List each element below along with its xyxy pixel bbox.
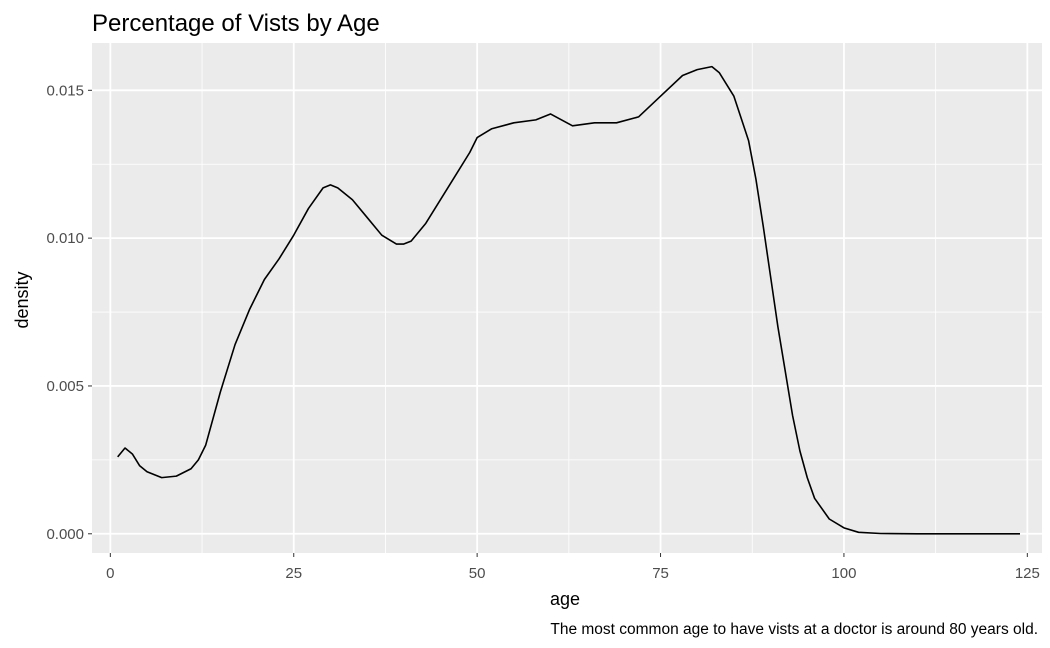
y-axis-title: density [12,271,32,328]
x-tick-label: 0 [106,565,114,582]
x-tick-label: 25 [285,565,302,582]
x-axis-title: age [550,589,580,609]
plot-panel [92,43,1042,553]
x-tick-label: 100 [831,565,856,582]
chart-caption: The most common age to have vists at a d… [550,621,1038,638]
y-tick-label: 0.010 [46,230,84,247]
y-tick-label: 0.015 [46,82,84,99]
x-axis: 0 25 50 75 100 125 [106,553,1040,582]
x-tick-label: 50 [469,565,486,582]
panel-background [92,43,1042,553]
chart-title: Percentage of Vists by Age [92,10,380,37]
x-tick-label: 125 [1015,565,1040,582]
x-tick-label: 75 [652,565,669,582]
y-axis: 0.000 0.005 0.010 0.015 [46,82,92,543]
y-tick-label: 0.005 [46,378,84,395]
density-line [117,65,1020,535]
y-tick-label: 0.000 [46,526,84,543]
